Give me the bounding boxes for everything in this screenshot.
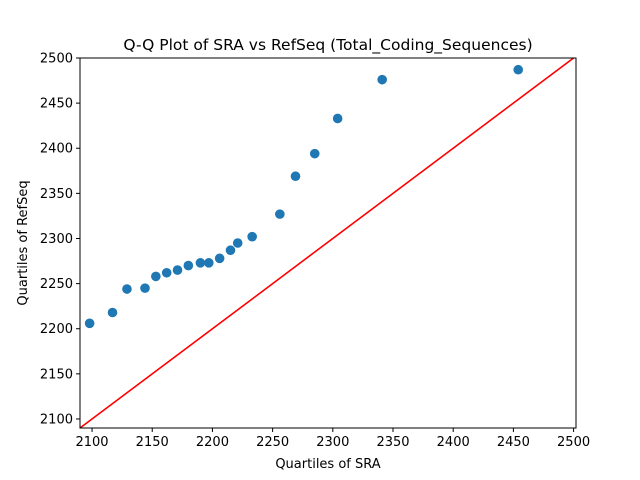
y-tick-label: 2300 <box>40 232 73 247</box>
data-point <box>151 271 161 282</box>
reference-line-layer <box>80 58 575 428</box>
x-tick-label: 2200 <box>196 435 229 450</box>
data-point <box>247 231 257 242</box>
data-point <box>513 64 524 75</box>
data-point <box>204 258 214 268</box>
y-axis-label: Quartiles of RefSeq <box>16 180 31 305</box>
chart-title: Q-Q Plot of SRA vs RefSeq (Total_Coding_… <box>123 36 532 55</box>
data-point <box>172 265 183 275</box>
x-axis-label: Quartiles of SRA <box>275 457 380 472</box>
x-axis-ticks: 2100 2150 2200 2250 2300 2350 2400 2450 2500 <box>75 428 590 450</box>
data-point <box>107 307 118 318</box>
data-point <box>122 284 132 294</box>
x-tick-label: 2450 <box>497 435 530 450</box>
data-point <box>140 283 150 293</box>
data-point <box>309 148 320 159</box>
data-point <box>332 113 343 124</box>
axes-frame <box>79 57 577 429</box>
data-point <box>195 258 206 268</box>
x-tick-label: 2300 <box>316 435 349 450</box>
plot-area <box>79 57 577 429</box>
x-tick-label: 2350 <box>376 435 409 450</box>
y-tick-label: 2150 <box>40 367 73 382</box>
data-point <box>232 238 243 248</box>
points-layer <box>84 64 524 329</box>
data-point <box>214 253 225 264</box>
y-tick-label: 2350 <box>40 187 73 202</box>
data-point <box>275 209 285 219</box>
y-tick-label: 2100 <box>40 412 73 427</box>
y-tick-label: 2200 <box>40 322 73 337</box>
data-point <box>290 171 301 182</box>
y-tick-label: 2400 <box>40 142 73 157</box>
x-tick-label: 2500 <box>557 435 590 450</box>
data-point <box>84 318 95 329</box>
x-tick-label: 2100 <box>75 435 108 450</box>
data-point <box>377 74 387 85</box>
data-point <box>225 245 236 256</box>
y-tick-label: 2250 <box>40 277 73 292</box>
y-tick-label: 2450 <box>40 97 73 112</box>
y-tick-label: 2500 <box>40 52 73 67</box>
reference-line <box>80 58 575 428</box>
data-point <box>183 260 194 271</box>
y-axis-ticks: 2100 2150 2200 2250 2300 2350 2400 2450 2500 <box>40 52 80 427</box>
x-tick-label: 2250 <box>256 435 289 450</box>
data-point <box>161 267 172 278</box>
x-tick-label: 2400 <box>437 435 470 450</box>
x-tick-label: 2150 <box>136 435 169 450</box>
